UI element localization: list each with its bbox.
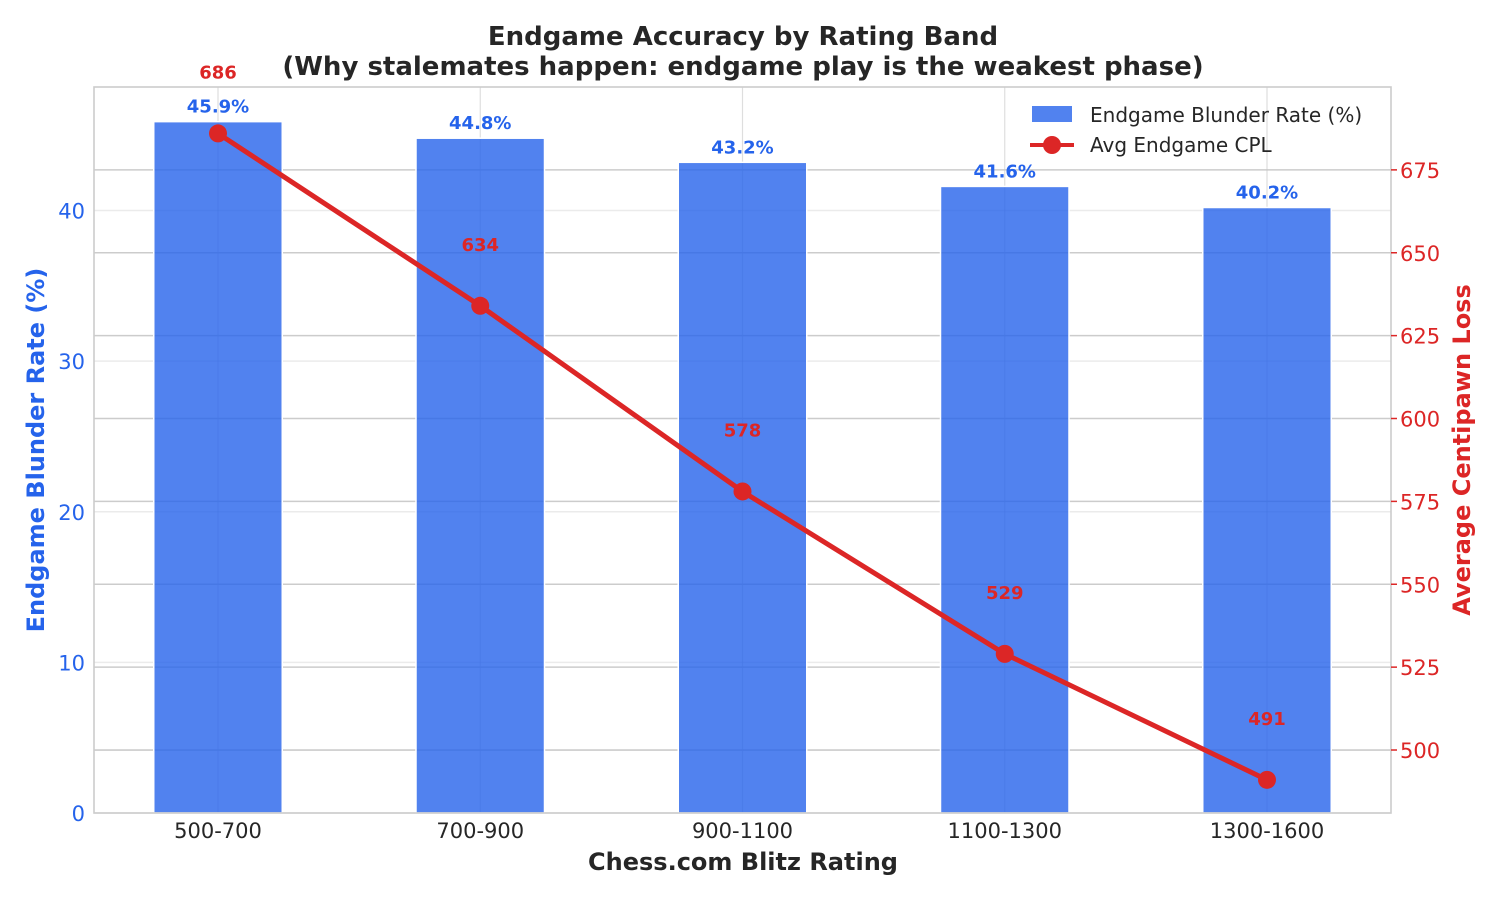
bar-700-900	[415, 137, 546, 814]
cpl-value-label: 578	[724, 420, 762, 441]
right-y-axis-label: Average Centipawn Loss	[1448, 284, 1476, 616]
bar-series	[152, 120, 1333, 814]
left-y-tick-labels: 0 10 20 30 40	[58, 200, 85, 826]
cpl-value-label: 686	[199, 62, 237, 83]
chart-title: Endgame Accuracy by Rating Band	[488, 22, 998, 52]
plot-frame	[93, 86, 1392, 814]
x-tick-label: 900-1100	[692, 819, 793, 843]
cpl-value-label: 634	[461, 235, 499, 256]
line-series	[209, 124, 1276, 789]
right-y-tick-label: 675	[1400, 159, 1440, 183]
left-y-tick-label: 0	[72, 802, 85, 826]
line-value-labels: 686 634 578 529 491	[199, 62, 1286, 729]
bar-value-label: 43.2%	[711, 137, 773, 158]
right-y-tick-label: 625	[1400, 325, 1440, 349]
left-y-tick-label: 10	[58, 651, 85, 675]
x-tick-label: 1300-1600	[1210, 819, 1324, 843]
bar-500-700	[152, 120, 284, 814]
right-y-tick-labels: 500 525 550 575 600 625 650 675	[1391, 159, 1440, 763]
cpl-point-1100-1300	[995, 644, 1014, 663]
right-y-tick-label: 650	[1400, 242, 1440, 266]
legend-line-label: Avg Endgame CPL	[1090, 133, 1273, 157]
bar-value-label: 41.6%	[974, 161, 1036, 182]
cpl-point-500-700	[209, 124, 227, 143]
legend-bar-label: Endgame Blunder Rate (%)	[1090, 103, 1362, 127]
legend-bar-swatch	[1032, 106, 1072, 122]
right-y-tick-label: 525	[1400, 656, 1440, 680]
cpl-value-label: 529	[986, 583, 1024, 604]
legend: Endgame Blunder Rate (%) Avg Endgame CPL	[1030, 103, 1362, 157]
right-y-tick-label: 600	[1400, 408, 1440, 432]
cpl-point-1300-1600	[1258, 770, 1276, 789]
x-tick-label: 1100-1300	[948, 819, 1062, 843]
x-axis-label: Chess.com Blitz Rating	[588, 848, 898, 876]
chart-subtitle: (Why stalemates happen: endgame play is …	[282, 52, 1203, 82]
cpl-point-900-1100	[733, 482, 752, 501]
x-tick-label: 500-700	[174, 819, 262, 843]
bar-value-labels: 45.9% 44.8% 43.2% 41.6% 40.2%	[187, 97, 1298, 204]
bar-1300-1600	[1201, 206, 1333, 814]
left-y-tick-label: 20	[58, 501, 85, 525]
x-tick-labels: 500-700 700-900 900-1100 1100-1300 1300-1600	[174, 819, 1324, 843]
bar-1100-1300	[939, 185, 1070, 814]
left-y-tick-label: 30	[58, 350, 85, 374]
right-y-tick-label: 550	[1400, 573, 1440, 597]
cpl-point-700-900	[471, 296, 490, 315]
x-tick-label: 700-900	[436, 819, 524, 843]
left-y-axis-label: Endgame Blunder Rate (%)	[22, 268, 50, 633]
left-y-tick-label: 40	[58, 200, 85, 224]
right-y-tick-label: 500	[1400, 739, 1440, 763]
bar-value-label: 45.9%	[187, 97, 249, 118]
bar-value-label: 44.8%	[449, 113, 511, 134]
cpl-value-label: 491	[1248, 709, 1286, 730]
legend-line-marker	[1043, 136, 1061, 154]
bar-value-label: 40.2%	[1236, 182, 1298, 203]
right-y-tick-label: 575	[1400, 490, 1440, 514]
